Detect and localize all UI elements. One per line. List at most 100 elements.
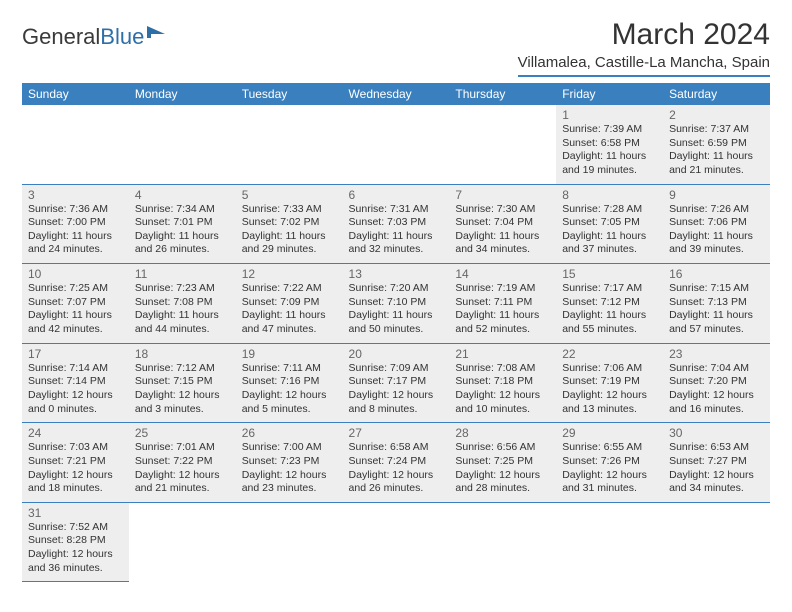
sunrise-line: Sunrise: 7:26 AM — [669, 203, 764, 217]
day-number: 19 — [242, 347, 337, 361]
calendar-cell-empty — [343, 502, 450, 582]
calendar-cell-empty — [343, 105, 450, 184]
daylight-line: Daylight: 12 hours and 5 minutes. — [242, 389, 337, 416]
daylight-line: Daylight: 11 hours and 37 minutes. — [562, 230, 657, 257]
sunset-line: Sunset: 7:18 PM — [455, 375, 550, 389]
sunrise-line: Sunrise: 7:06 AM — [562, 362, 657, 376]
day-number: 15 — [562, 267, 657, 281]
calendar-cell: 9Sunrise: 7:26 AMSunset: 7:06 PMDaylight… — [663, 184, 770, 264]
sunset-line: Sunset: 7:11 PM — [455, 296, 550, 310]
sunrise-line: Sunrise: 6:55 AM — [562, 441, 657, 455]
sunrise-line: Sunrise: 7:25 AM — [28, 282, 123, 296]
day-number: 12 — [242, 267, 337, 281]
daylight-line: Daylight: 12 hours and 28 minutes. — [455, 469, 550, 496]
sunrise-line: Sunrise: 7:08 AM — [455, 362, 550, 376]
daylight-line: Daylight: 11 hours and 21 minutes. — [669, 150, 764, 177]
calendar-cell: 14Sunrise: 7:19 AMSunset: 7:11 PMDayligh… — [449, 264, 556, 344]
sunrise-line: Sunrise: 7:52 AM — [28, 521, 123, 535]
daylight-line: Daylight: 11 hours and 42 minutes. — [28, 309, 123, 336]
daylight-line: Daylight: 11 hours and 57 minutes. — [669, 309, 764, 336]
day-number: 3 — [28, 188, 123, 202]
calendar-cell: 15Sunrise: 7:17 AMSunset: 7:12 PMDayligh… — [556, 264, 663, 344]
logo-text-2: Blue — [100, 24, 144, 50]
sunset-line: Sunset: 7:13 PM — [669, 296, 764, 310]
sunrise-line: Sunrise: 6:56 AM — [455, 441, 550, 455]
sunset-line: Sunset: 7:08 PM — [135, 296, 230, 310]
calendar-row: 17Sunrise: 7:14 AMSunset: 7:14 PMDayligh… — [22, 343, 770, 423]
sunset-line: Sunset: 7:23 PM — [242, 455, 337, 469]
daylight-line: Daylight: 12 hours and 18 minutes. — [28, 469, 123, 496]
weekday-header: Wednesday — [343, 83, 450, 105]
weekday-header: Saturday — [663, 83, 770, 105]
sunrise-line: Sunrise: 7:20 AM — [349, 282, 444, 296]
sunrise-line: Sunrise: 7:28 AM — [562, 203, 657, 217]
sunrise-line: Sunrise: 7:19 AM — [455, 282, 550, 296]
calendar-cell-empty — [449, 502, 556, 582]
calendar-cell: 5Sunrise: 7:33 AMSunset: 7:02 PMDaylight… — [236, 184, 343, 264]
sunrise-line: Sunrise: 7:00 AM — [242, 441, 337, 455]
daylight-line: Daylight: 12 hours and 16 minutes. — [669, 389, 764, 416]
month-title: March 2024 — [518, 18, 770, 52]
sunrise-line: Sunrise: 7:33 AM — [242, 203, 337, 217]
calendar-cell: 16Sunrise: 7:15 AMSunset: 7:13 PMDayligh… — [663, 264, 770, 344]
day-number: 13 — [349, 267, 444, 281]
sunset-line: Sunset: 7:26 PM — [562, 455, 657, 469]
calendar-cell: 18Sunrise: 7:12 AMSunset: 7:15 PMDayligh… — [129, 343, 236, 423]
sunrise-line: Sunrise: 7:37 AM — [669, 123, 764, 137]
daylight-line: Daylight: 12 hours and 8 minutes. — [349, 389, 444, 416]
sunrise-line: Sunrise: 7:23 AM — [135, 282, 230, 296]
calendar-cell: 7Sunrise: 7:30 AMSunset: 7:04 PMDaylight… — [449, 184, 556, 264]
sunrise-line: Sunrise: 7:09 AM — [349, 362, 444, 376]
weekday-header: Sunday — [22, 83, 129, 105]
daylight-line: Daylight: 11 hours and 47 minutes. — [242, 309, 337, 336]
sunset-line: Sunset: 7:01 PM — [135, 216, 230, 230]
day-number: 20 — [349, 347, 444, 361]
calendar-cell: 11Sunrise: 7:23 AMSunset: 7:08 PMDayligh… — [129, 264, 236, 344]
calendar-cell: 29Sunrise: 6:55 AMSunset: 7:26 PMDayligh… — [556, 423, 663, 503]
sunrise-line: Sunrise: 7:03 AM — [28, 441, 123, 455]
calendar-row: 1Sunrise: 7:39 AMSunset: 6:58 PMDaylight… — [22, 105, 770, 184]
daylight-line: Daylight: 11 hours and 26 minutes. — [135, 230, 230, 257]
calendar-cell: 17Sunrise: 7:14 AMSunset: 7:14 PMDayligh… — [22, 343, 129, 423]
calendar-cell: 13Sunrise: 7:20 AMSunset: 7:10 PMDayligh… — [343, 264, 450, 344]
calendar-cell: 28Sunrise: 6:56 AMSunset: 7:25 PMDayligh… — [449, 423, 556, 503]
daylight-line: Daylight: 12 hours and 3 minutes. — [135, 389, 230, 416]
day-number: 11 — [135, 267, 230, 281]
sunset-line: Sunset: 7:04 PM — [455, 216, 550, 230]
calendar-cell: 12Sunrise: 7:22 AMSunset: 7:09 PMDayligh… — [236, 264, 343, 344]
calendar-cell: 1Sunrise: 7:39 AMSunset: 6:58 PMDaylight… — [556, 105, 663, 184]
day-number: 25 — [135, 426, 230, 440]
sunset-line: Sunset: 7:09 PM — [242, 296, 337, 310]
day-number: 2 — [669, 108, 764, 122]
day-number: 29 — [562, 426, 657, 440]
calendar-cell: 31Sunrise: 7:52 AMSunset: 8:28 PMDayligh… — [22, 502, 129, 582]
day-number: 26 — [242, 426, 337, 440]
weekday-header: Tuesday — [236, 83, 343, 105]
calendar-cell-empty — [449, 105, 556, 184]
title-block: March 2024 Villamalea, Castille-La Manch… — [518, 18, 770, 77]
calendar-cell-empty — [556, 502, 663, 582]
logo: GeneralBlue — [22, 18, 169, 50]
calendar-cell: 20Sunrise: 7:09 AMSunset: 7:17 PMDayligh… — [343, 343, 450, 423]
day-number: 23 — [669, 347, 764, 361]
header: GeneralBlue March 2024 Villamalea, Casti… — [22, 18, 770, 77]
calendar-cell-empty — [236, 502, 343, 582]
day-number: 14 — [455, 267, 550, 281]
day-number: 30 — [669, 426, 764, 440]
day-number: 4 — [135, 188, 230, 202]
sunrise-line: Sunrise: 7:30 AM — [455, 203, 550, 217]
calendar-cell: 21Sunrise: 7:08 AMSunset: 7:18 PMDayligh… — [449, 343, 556, 423]
calendar-body: 1Sunrise: 7:39 AMSunset: 6:58 PMDaylight… — [22, 105, 770, 582]
daylight-line: Daylight: 12 hours and 36 minutes. — [28, 548, 123, 575]
sunrise-line: Sunrise: 7:11 AM — [242, 362, 337, 376]
sunset-line: Sunset: 6:58 PM — [562, 137, 657, 151]
calendar-cell-empty — [663, 502, 770, 582]
day-number: 31 — [28, 506, 123, 520]
sunset-line: Sunset: 7:07 PM — [28, 296, 123, 310]
sunrise-line: Sunrise: 7:31 AM — [349, 203, 444, 217]
calendar-cell: 25Sunrise: 7:01 AMSunset: 7:22 PMDayligh… — [129, 423, 236, 503]
weekday-header: Friday — [556, 83, 663, 105]
sunrise-line: Sunrise: 7:15 AM — [669, 282, 764, 296]
sunset-line: Sunset: 7:12 PM — [562, 296, 657, 310]
sunset-line: Sunset: 6:59 PM — [669, 137, 764, 151]
